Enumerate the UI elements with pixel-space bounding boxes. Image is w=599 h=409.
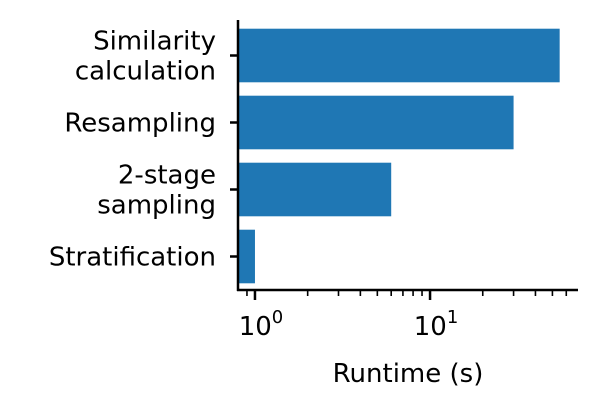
bar bbox=[239, 162, 392, 217]
bars-group bbox=[239, 28, 560, 284]
x-tick-label: 100 bbox=[239, 307, 284, 342]
y-tick-label: Resampling bbox=[64, 109, 216, 139]
y-tick-label: calculation bbox=[75, 57, 216, 87]
y-tick-label: Stratification bbox=[49, 243, 216, 273]
bar bbox=[239, 95, 514, 150]
bar bbox=[239, 229, 255, 284]
x-tick-label: 101 bbox=[414, 307, 459, 342]
x-axis-ticks: 100 101 bbox=[239, 290, 568, 342]
y-tick-label: 2-stage bbox=[118, 161, 216, 191]
bar bbox=[239, 28, 560, 83]
x-axis-title: Runtime (s) bbox=[333, 359, 484, 389]
y-tick-label: sampling bbox=[97, 191, 216, 221]
y-tick-label: Similarity bbox=[93, 27, 216, 57]
